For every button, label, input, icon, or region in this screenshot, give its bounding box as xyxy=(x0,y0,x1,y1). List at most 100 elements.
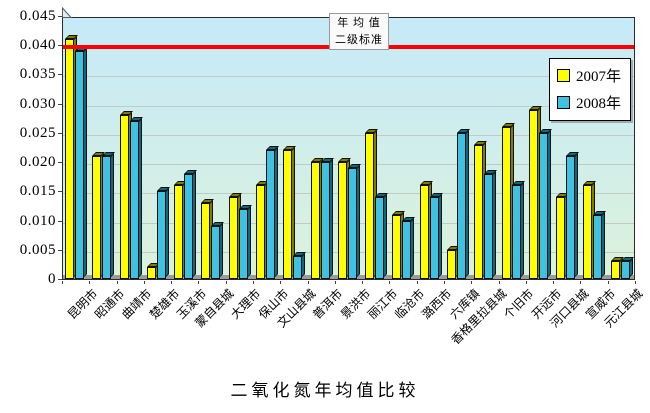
legend-label-2007: 2007年 xyxy=(576,69,622,85)
bar-side-face xyxy=(246,206,251,278)
bar-2007年-普洱市 xyxy=(310,158,324,279)
bar-2008年-六库镇 xyxy=(457,129,470,279)
x-axis-tick xyxy=(307,281,309,284)
y-axis-label: 0.005 xyxy=(19,241,56,258)
y-axis-tick xyxy=(58,103,62,105)
bar-2008年-曲靖市 xyxy=(129,117,143,279)
bar-2007年-玉溪市 xyxy=(174,181,188,279)
bar-2007年-临沧市 xyxy=(392,211,406,279)
annotation-standard-label: 年 均 值 二级标准 xyxy=(329,13,389,50)
x-axis-tick xyxy=(580,281,582,284)
bar-2008年-潞西市 xyxy=(429,193,443,279)
bar-2007年-河口县城 xyxy=(556,193,570,279)
x-axis-tick xyxy=(198,281,200,284)
bar-2008年-大理市 xyxy=(238,205,252,279)
legend-entry-2007: 2007年 xyxy=(557,65,621,86)
bar-side-face xyxy=(546,130,551,278)
x-axis-tick xyxy=(171,281,173,284)
y-axis-label: 0 xyxy=(48,271,56,287)
bar-2007年-楚雄市 xyxy=(146,263,160,279)
bar-side-face xyxy=(83,48,87,278)
y-axis-tick xyxy=(58,16,62,17)
x-axis-tick xyxy=(225,281,227,284)
x-axis-tick xyxy=(116,281,118,284)
x-axis-tick xyxy=(635,281,636,284)
plot-area xyxy=(62,17,635,280)
y-axis-tick xyxy=(58,45,62,47)
bar-2007年-曲靖市 xyxy=(119,111,133,279)
bar-side-face xyxy=(137,118,142,278)
legend-swatch-2007 xyxy=(557,69,570,82)
legend-swatch-2008 xyxy=(557,96,570,109)
bar-2007年-昆明市 xyxy=(65,35,78,279)
bar-2008年-普洱市 xyxy=(320,158,334,279)
bar-2008年-景洪市 xyxy=(347,164,361,279)
bar-side-face xyxy=(492,171,497,278)
bar-2007年-保山市 xyxy=(256,181,269,279)
x-axis-tick xyxy=(280,281,282,284)
x-axis-tick xyxy=(416,281,418,284)
bar-2008年-临沧市 xyxy=(402,217,416,279)
bar-2008年-宣威市 xyxy=(593,211,607,279)
x-axis-tick xyxy=(389,281,391,284)
y-axis-label: 0.025 xyxy=(19,124,56,141)
bar-2007年-昭通市 xyxy=(92,152,106,279)
bar-side-face xyxy=(574,153,579,278)
y-axis-label: 0.045 xyxy=(19,8,56,24)
y-axis-tick xyxy=(58,162,62,164)
bar-2008年-昭通市 xyxy=(102,152,116,279)
bar-side-face xyxy=(110,153,115,278)
y-axis-tick xyxy=(58,220,62,222)
y-axis-label: 0.020 xyxy=(19,154,56,171)
annotation-line1: 年 均 值 xyxy=(337,17,381,29)
y-axis-label: 0.040 xyxy=(19,37,56,54)
legend-label-2008: 2008年 xyxy=(576,96,622,112)
annotation-line2: 二级标准 xyxy=(335,33,383,46)
bar-2007年-文山县城 xyxy=(283,146,297,279)
bar-2008年-元江县城 xyxy=(620,257,634,279)
bar-side-face xyxy=(465,130,469,278)
bar-side-face xyxy=(355,165,360,278)
chart-title: 二氧化氮年均值比较 xyxy=(230,381,420,400)
y-axis-tick xyxy=(58,279,62,280)
bar-side-face xyxy=(274,147,278,278)
bar-2007年-蒙自县城 xyxy=(201,199,215,279)
y-axis-label: 0.030 xyxy=(19,95,56,112)
bar-side-face xyxy=(383,194,388,278)
bar-side-face xyxy=(601,212,606,278)
x-axis-tick xyxy=(471,281,473,284)
y-axis-tick xyxy=(58,191,62,193)
legend-entry-2008: 2008年 xyxy=(557,92,621,113)
bar-2008年-蒙自县城 xyxy=(211,222,225,279)
x-axis-tick xyxy=(553,281,555,284)
bar-side-face xyxy=(437,194,442,278)
x-axis-tick xyxy=(62,281,63,284)
y-axis-tick xyxy=(58,132,62,134)
bar-side-face xyxy=(410,218,415,278)
y-axis-label: 0.010 xyxy=(19,212,56,229)
x-axis-tick xyxy=(498,281,500,284)
bar-2007年-潞西市 xyxy=(419,181,433,279)
x-axis-tick xyxy=(607,281,609,284)
bar-side-face xyxy=(328,159,333,278)
y-axis-tick xyxy=(58,249,62,251)
3d-wall-corner-decoration xyxy=(62,7,73,18)
bar-2008年-开远市 xyxy=(538,129,552,279)
x-axis-tick xyxy=(525,281,527,284)
x-axis-tick xyxy=(444,281,445,284)
gridline xyxy=(63,134,634,136)
x-axis-tick xyxy=(89,281,91,284)
x-axis-tick xyxy=(362,281,364,284)
bar-2007年-丽江市 xyxy=(365,129,379,279)
gridline xyxy=(63,105,634,107)
bar-side-face xyxy=(219,223,224,278)
x-axis-tick xyxy=(334,281,336,284)
bar-2008年-河口县城 xyxy=(566,152,580,279)
bar-2008年-玉溪市 xyxy=(184,170,198,279)
y-axis-tick xyxy=(58,74,62,76)
bar-2007年-元江县城 xyxy=(610,257,624,279)
bar-2008年-保山市 xyxy=(266,146,279,279)
bar-side-face xyxy=(164,188,169,278)
bar-2007年-宣威市 xyxy=(583,181,597,279)
